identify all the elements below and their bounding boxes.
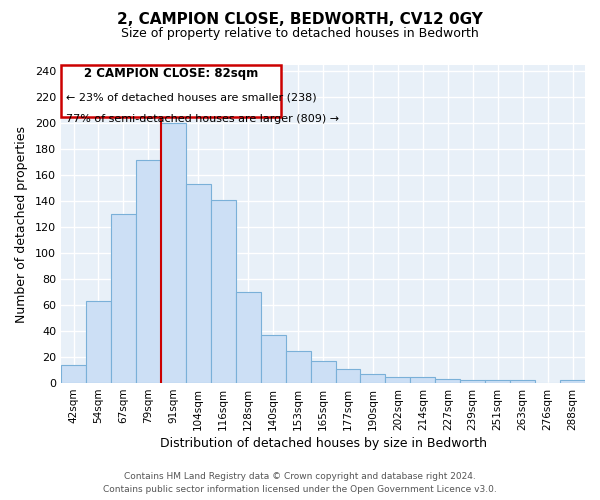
Text: 2, CAMPION CLOSE, BEDWORTH, CV12 0GY: 2, CAMPION CLOSE, BEDWORTH, CV12 0GY [117,12,483,28]
Bar [311,361,335,383]
FancyBboxPatch shape [61,65,281,117]
Text: Size of property relative to detached houses in Bedworth: Size of property relative to detached ho… [121,28,479,40]
Bar [510,380,535,383]
Bar [260,335,286,383]
Bar [361,374,385,383]
Y-axis label: Number of detached properties: Number of detached properties [15,126,28,322]
Bar [485,380,510,383]
Bar [86,302,111,383]
Bar [186,184,211,383]
Bar [460,380,485,383]
Bar [385,376,410,383]
Bar [236,292,260,383]
X-axis label: Distribution of detached houses by size in Bedworth: Distribution of detached houses by size … [160,437,487,450]
Bar [436,379,460,383]
Text: 2 CAMPION CLOSE: 82sqm: 2 CAMPION CLOSE: 82sqm [84,66,258,80]
Text: ← 23% of detached houses are smaller (238): ← 23% of detached houses are smaller (23… [66,92,317,102]
Bar [136,160,161,383]
Bar [335,369,361,383]
Text: 77% of semi-detached houses are larger (809) →: 77% of semi-detached houses are larger (… [66,114,340,124]
Bar [286,350,311,383]
Bar [61,365,86,383]
Text: Contains HM Land Registry data © Crown copyright and database right 2024.: Contains HM Land Registry data © Crown c… [124,472,476,481]
Text: Contains public sector information licensed under the Open Government Licence v3: Contains public sector information licen… [103,485,497,494]
Bar [211,200,236,383]
Bar [111,214,136,383]
Bar [410,376,436,383]
Bar [161,124,186,383]
Bar [560,380,585,383]
